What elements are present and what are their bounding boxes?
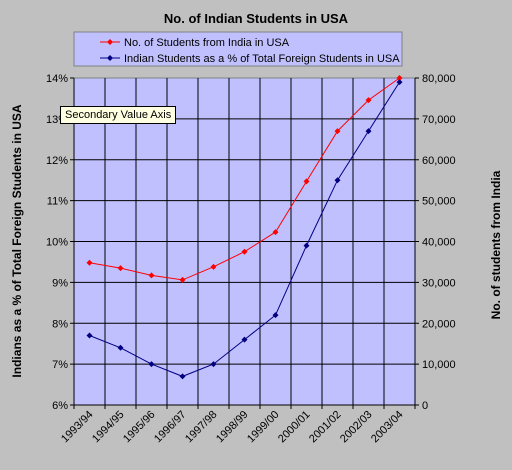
data-point-students — [334, 128, 341, 135]
data-point-students — [365, 97, 372, 104]
left-tick-label: 8% — [52, 318, 68, 330]
data-point-percent — [210, 361, 217, 368]
legend: No. of Students from India in USA Indian… — [73, 31, 403, 67]
x-tick-label: 2003/04 — [369, 409, 406, 446]
chart-title: No. of Indian Students in USA — [164, 11, 349, 26]
gridlines — [74, 78, 415, 405]
x-tick-label: 2001/02 — [307, 409, 344, 446]
x-tick-label: 1997/98 — [183, 409, 220, 446]
x-tick-label: 2002/03 — [338, 409, 375, 446]
data-point-students — [179, 276, 186, 283]
data-point-percent — [117, 344, 124, 351]
legend-label-percent: Indian Students as a % of Total Foreign … — [124, 53, 400, 65]
data-point-students — [241, 248, 248, 255]
left-tick-label: 6% — [52, 400, 68, 412]
left-tick-label: 11% — [47, 196, 68, 208]
legend-swatch-students-marker — [107, 39, 113, 45]
data-point-students — [272, 229, 279, 236]
data-point-students — [210, 263, 217, 270]
data-point-percent — [396, 79, 403, 86]
data-point-percent — [303, 242, 310, 249]
data-point-students — [86, 259, 93, 266]
data-point-percent — [148, 361, 155, 368]
right-tick-label: 80,000 — [422, 73, 456, 85]
left-axis-title: Indians as a % of Total Foreign Students… — [10, 104, 24, 377]
data-point-students — [148, 272, 155, 279]
x-tick-label: 1996/97 — [152, 409, 189, 446]
right-tick-label: 40,000 — [422, 237, 456, 249]
data-point-students — [117, 265, 124, 272]
legend-box — [73, 31, 403, 67]
data-point-percent — [365, 128, 372, 135]
right-tick-label: 50,000 — [422, 196, 456, 208]
x-tick-label: 1998/99 — [214, 409, 251, 446]
legend-swatch-percent-marker — [107, 55, 113, 61]
left-tick-label: 7% — [52, 359, 68, 371]
right-axis-title: No. of students from India — [489, 170, 503, 319]
data-point-percent — [272, 312, 279, 319]
data-point-students — [396, 75, 403, 81]
left-axis: 6%7%8%9%10%11%12%13%14% — [46, 73, 75, 412]
right-tick-label: 70,000 — [422, 114, 456, 126]
right-tick-label: 0 — [422, 400, 428, 412]
right-tick-label: 10,000 — [422, 359, 456, 371]
x-tick-label: 2000/01 — [276, 409, 313, 446]
x-tick-label: 1995/96 — [121, 409, 158, 446]
right-tick-label: 60,000 — [422, 155, 456, 167]
right-axis: 0 10,000 20,000 30,000 40,000 50,000 60,000 70,… — [414, 73, 456, 412]
series-layer — [86, 75, 403, 380]
right-tick-label: 20,000 — [422, 318, 456, 330]
data-point-percent — [86, 332, 93, 339]
right-tick-label: 30,000 — [422, 277, 456, 289]
data-point-percent — [241, 336, 248, 343]
left-tick-label: 14% — [46, 73, 68, 85]
axis-tooltip: Secondary Value Axis — [60, 106, 177, 124]
data-point-students — [303, 178, 310, 185]
x-tick-label: 1994/95 — [90, 409, 127, 446]
x-axis: 1993/941994/951995/961996/971997/981998/… — [59, 404, 416, 446]
data-point-percent — [334, 177, 341, 184]
legend-label-students: No. of Students from India in USA — [124, 37, 290, 49]
left-tick-label: 9% — [52, 277, 68, 289]
left-tick-label: 12% — [46, 155, 68, 167]
left-tick-label: 10% — [46, 237, 68, 249]
x-tick-label: 1993/94 — [59, 409, 96, 446]
data-point-percent — [179, 373, 186, 380]
x-tick-label: 1999/00 — [245, 409, 282, 446]
